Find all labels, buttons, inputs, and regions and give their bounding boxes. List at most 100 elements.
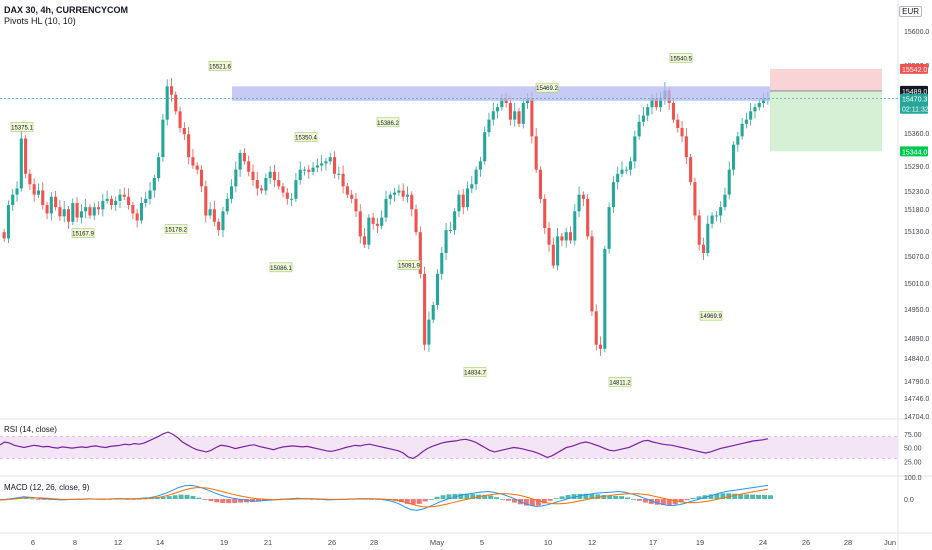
macd-histogram-bar — [208, 499, 214, 501]
macd-histogram-bar — [690, 497, 696, 499]
pivot-label-box — [269, 262, 293, 273]
macd-histogram-bar — [738, 494, 744, 499]
candle-body — [315, 165, 319, 168]
rsi-tick-label: 75.00 — [904, 432, 922, 439]
candle-body — [654, 98, 658, 108]
candle-body — [598, 344, 603, 349]
candle-body — [363, 236, 367, 245]
candle-body — [28, 173, 32, 185]
macd-histogram-bar — [744, 494, 750, 499]
macd-histogram-bar — [160, 497, 166, 499]
macd-histogram-bar — [470, 494, 476, 499]
candle-body — [689, 157, 693, 183]
candle-body — [397, 190, 401, 193]
indicator-label[interactable]: Pivots HL (10, 10) — [4, 16, 76, 26]
candle-body — [350, 194, 354, 199]
candle-body — [496, 107, 500, 112]
price-label-tag — [900, 146, 928, 157]
macd-histogram-bar — [714, 493, 720, 499]
price-label-text: 15542.0 — [902, 67, 927, 74]
macd-histogram-bar — [309, 499, 315, 500]
macd-histogram-bar — [601, 495, 607, 499]
price-label-text: 15470.3 — [902, 97, 927, 104]
candle-body — [483, 132, 487, 162]
candle-body — [410, 194, 414, 210]
pivot-label-text: 15086.1 — [270, 266, 292, 272]
macd-histogram-bar — [166, 496, 172, 499]
macd-label[interactable]: MACD (12, 26, close, 9) — [4, 483, 90, 492]
candle-body — [328, 157, 332, 162]
candle-body — [470, 184, 474, 189]
macd-histogram-bar — [416, 499, 422, 504]
candle-body — [633, 136, 637, 162]
macd-histogram-bar — [434, 496, 440, 499]
candle-body — [659, 98, 663, 108]
candle-body — [101, 200, 105, 210]
candle-body — [560, 236, 564, 241]
pivot-label-text: 15540.5 — [670, 56, 692, 62]
candle-body — [178, 111, 182, 128]
candle-body — [431, 305, 435, 320]
candle-body — [105, 198, 109, 201]
candle-body — [169, 86, 174, 95]
signal-line — [0, 487, 769, 508]
pivot-label-text: 15521.6 — [209, 64, 231, 70]
candle-body — [384, 198, 388, 218]
macd-histogram-bar — [684, 499, 690, 501]
price-label-tag — [900, 93, 928, 114]
macd-histogram-bar — [130, 499, 136, 500]
macd-histogram-bar — [464, 493, 470, 499]
candle-body — [208, 209, 212, 216]
candle-body — [727, 169, 731, 195]
candle-body — [500, 98, 504, 108]
candle-body — [414, 209, 418, 233]
currency-badge[interactable]: EUR — [899, 6, 922, 17]
candle-body — [277, 180, 281, 187]
candle-body — [204, 186, 208, 216]
candle-body — [641, 115, 645, 122]
candle-body — [736, 136, 740, 145]
candle-body — [624, 169, 628, 171]
candle-body — [740, 123, 744, 137]
rsi-label[interactable]: RSI (14, close) — [4, 425, 57, 434]
time-axis-label: 28 — [370, 538, 378, 547]
macd-histogram-bar — [732, 493, 738, 499]
macd-histogram-bar — [756, 494, 762, 499]
macd-histogram-bar — [428, 499, 434, 500]
candle-body — [556, 236, 560, 266]
candle-body — [32, 184, 36, 195]
candle-body — [354, 198, 358, 212]
macd-histogram-bar — [547, 499, 553, 501]
macd-histogram-bar — [488, 495, 494, 499]
macd-histogram-bar — [410, 499, 416, 505]
macd-histogram-bar — [506, 499, 511, 501]
candle-body — [371, 217, 375, 224]
candle-body — [247, 161, 251, 172]
macd-histogram-bar — [678, 499, 684, 503]
candle-body — [753, 107, 757, 112]
macd-histogram-bar — [458, 493, 464, 499]
candle-body — [290, 198, 294, 200]
price-tick-label: 15290.0 — [904, 164, 929, 171]
candle-body — [650, 98, 654, 108]
candle-body — [517, 111, 521, 124]
time-axis-label: 17 — [649, 538, 657, 547]
candle-body — [337, 173, 341, 175]
candle-body — [114, 200, 118, 206]
candle-body — [478, 161, 482, 170]
candle-body — [148, 190, 152, 199]
rsi-tick-label: 50.00 — [904, 446, 922, 453]
rsi-line — [0, 431, 769, 460]
stop-loss-zone — [770, 68, 882, 91]
time-axis-label: 8 — [73, 538, 77, 547]
candle-body — [15, 188, 19, 195]
macd-histogram-bar — [512, 499, 517, 503]
candle-body — [131, 205, 135, 214]
time-axis-label: 14 — [156, 538, 164, 547]
candle-body — [272, 171, 276, 181]
macd-histogram-bar — [422, 499, 428, 502]
candle-body — [543, 198, 547, 228]
candle-body — [693, 182, 697, 216]
macd-histogram-bar — [523, 499, 529, 506]
